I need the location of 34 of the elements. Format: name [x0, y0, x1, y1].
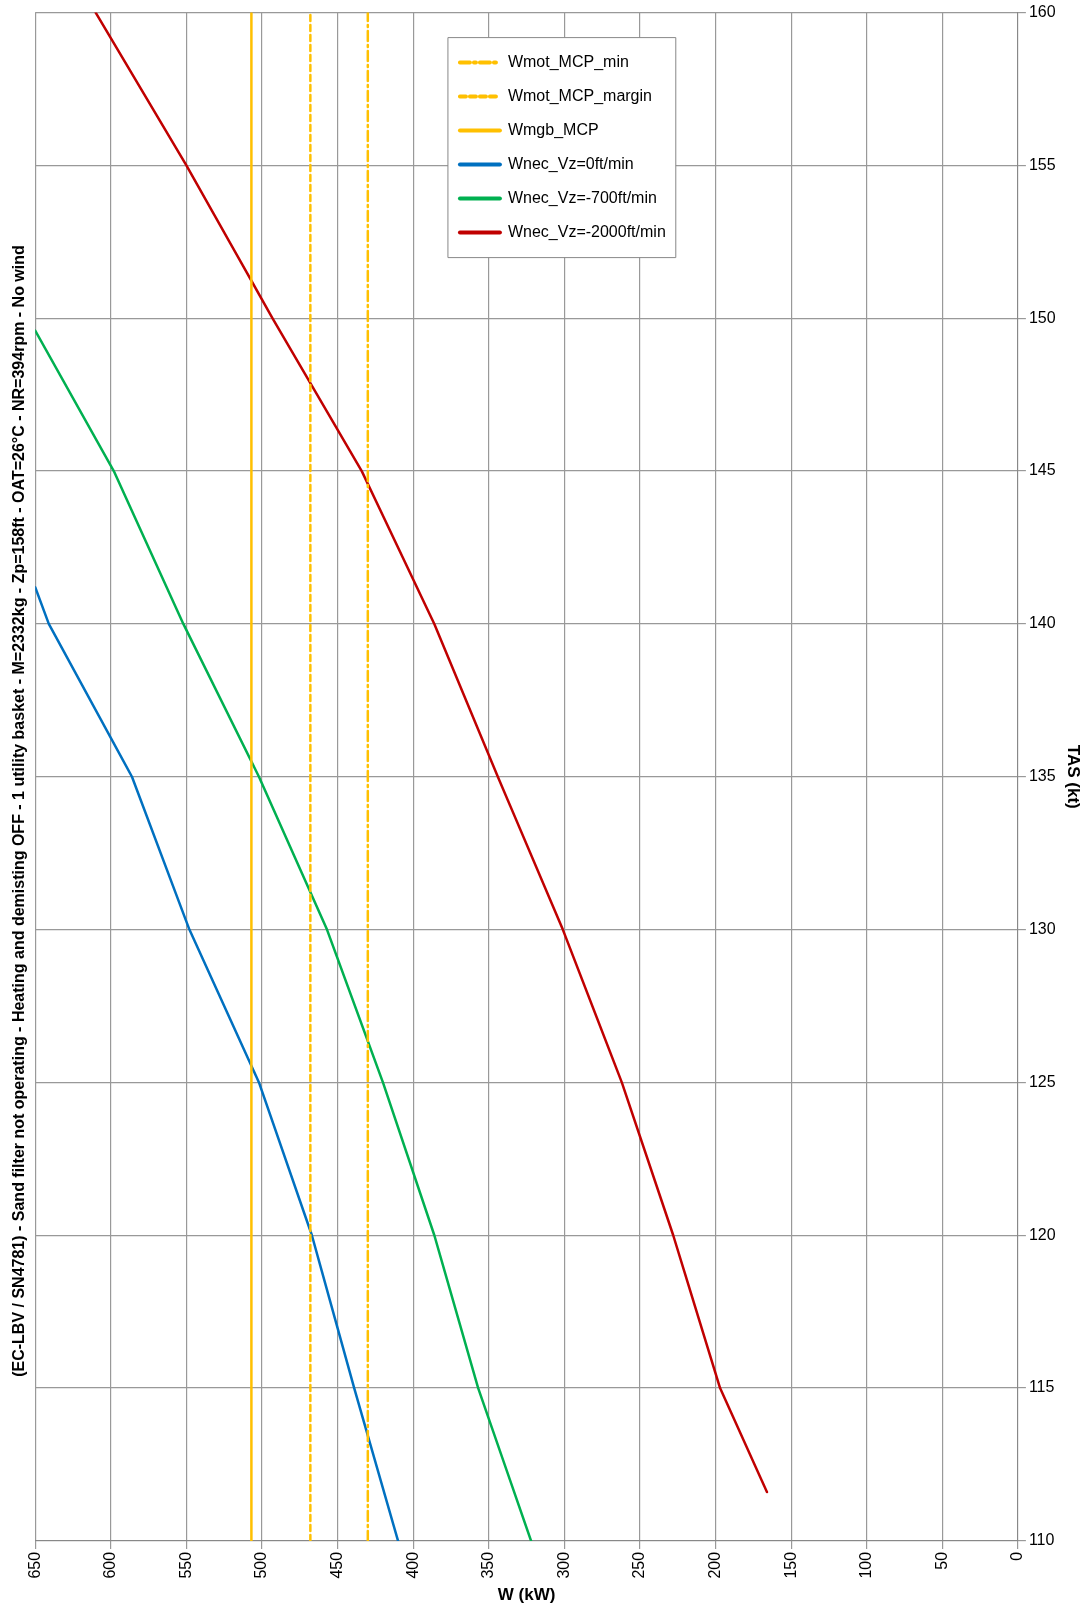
x-tick-label: 300 — [554, 1551, 572, 1579]
y-axis-title: TAS (kt) — [1064, 744, 1084, 809]
legend-label: Wnec_Vz=-2000ft/min — [507, 223, 666, 242]
x-tick-label: 100 — [857, 1551, 875, 1579]
x-tick-label: 600 — [101, 1551, 119, 1579]
legend-label: Wmgb_MCP — [507, 121, 599, 140]
y-tick-label: 125 — [1028, 1072, 1056, 1090]
y-tick-label: 145 — [1028, 461, 1056, 479]
x-tick-label: 450 — [327, 1551, 345, 1579]
y-tick-label: 110 — [1028, 1531, 1055, 1549]
x-tick-label: 250 — [630, 1551, 648, 1579]
x-tick-label: 50 — [932, 1551, 950, 1570]
x-tick-label: 150 — [781, 1551, 799, 1579]
y-tick-label: 140 — [1028, 614, 1056, 632]
x-tick-label: 200 — [705, 1551, 723, 1579]
y-tick-label: 150 — [1028, 308, 1056, 326]
legend-label: Wnec_Vz=0ft/min — [507, 155, 634, 174]
x-tick-label: 550 — [176, 1551, 194, 1579]
x-tick-label: 400 — [403, 1551, 421, 1579]
legend-label: Wmot_MCP_min — [507, 53, 629, 72]
x-tick-label: 0 — [1008, 1551, 1026, 1561]
x-tick-label: 350 — [479, 1551, 497, 1579]
y-tick-label: 120 — [1028, 1225, 1056, 1243]
x-tick-label: 650 — [25, 1551, 43, 1579]
y-tick-label: 135 — [1028, 767, 1056, 785]
y-tick-label: 155 — [1028, 155, 1056, 173]
x-axis-title: W (kW) — [497, 1585, 556, 1605]
legend-label: Wmot_MCP_margin — [507, 87, 652, 106]
x-tick-label: 500 — [252, 1551, 270, 1579]
legend-label: Wnec_Vz=-700ft/min — [507, 189, 657, 208]
y-tick-label: 115 — [1028, 1378, 1055, 1396]
y-tick-label: 160 — [1028, 3, 1056, 21]
text: (EC-LBV / SN4781) - Sand filter not operating - Heating and demisting OFF - 1 utility basket - M=2332kg - Zp=158ft - OAT=26°C - NR=394rpm - No wind — [10, 245, 28, 1377]
y-tick-label: 130 — [1028, 919, 1056, 937]
